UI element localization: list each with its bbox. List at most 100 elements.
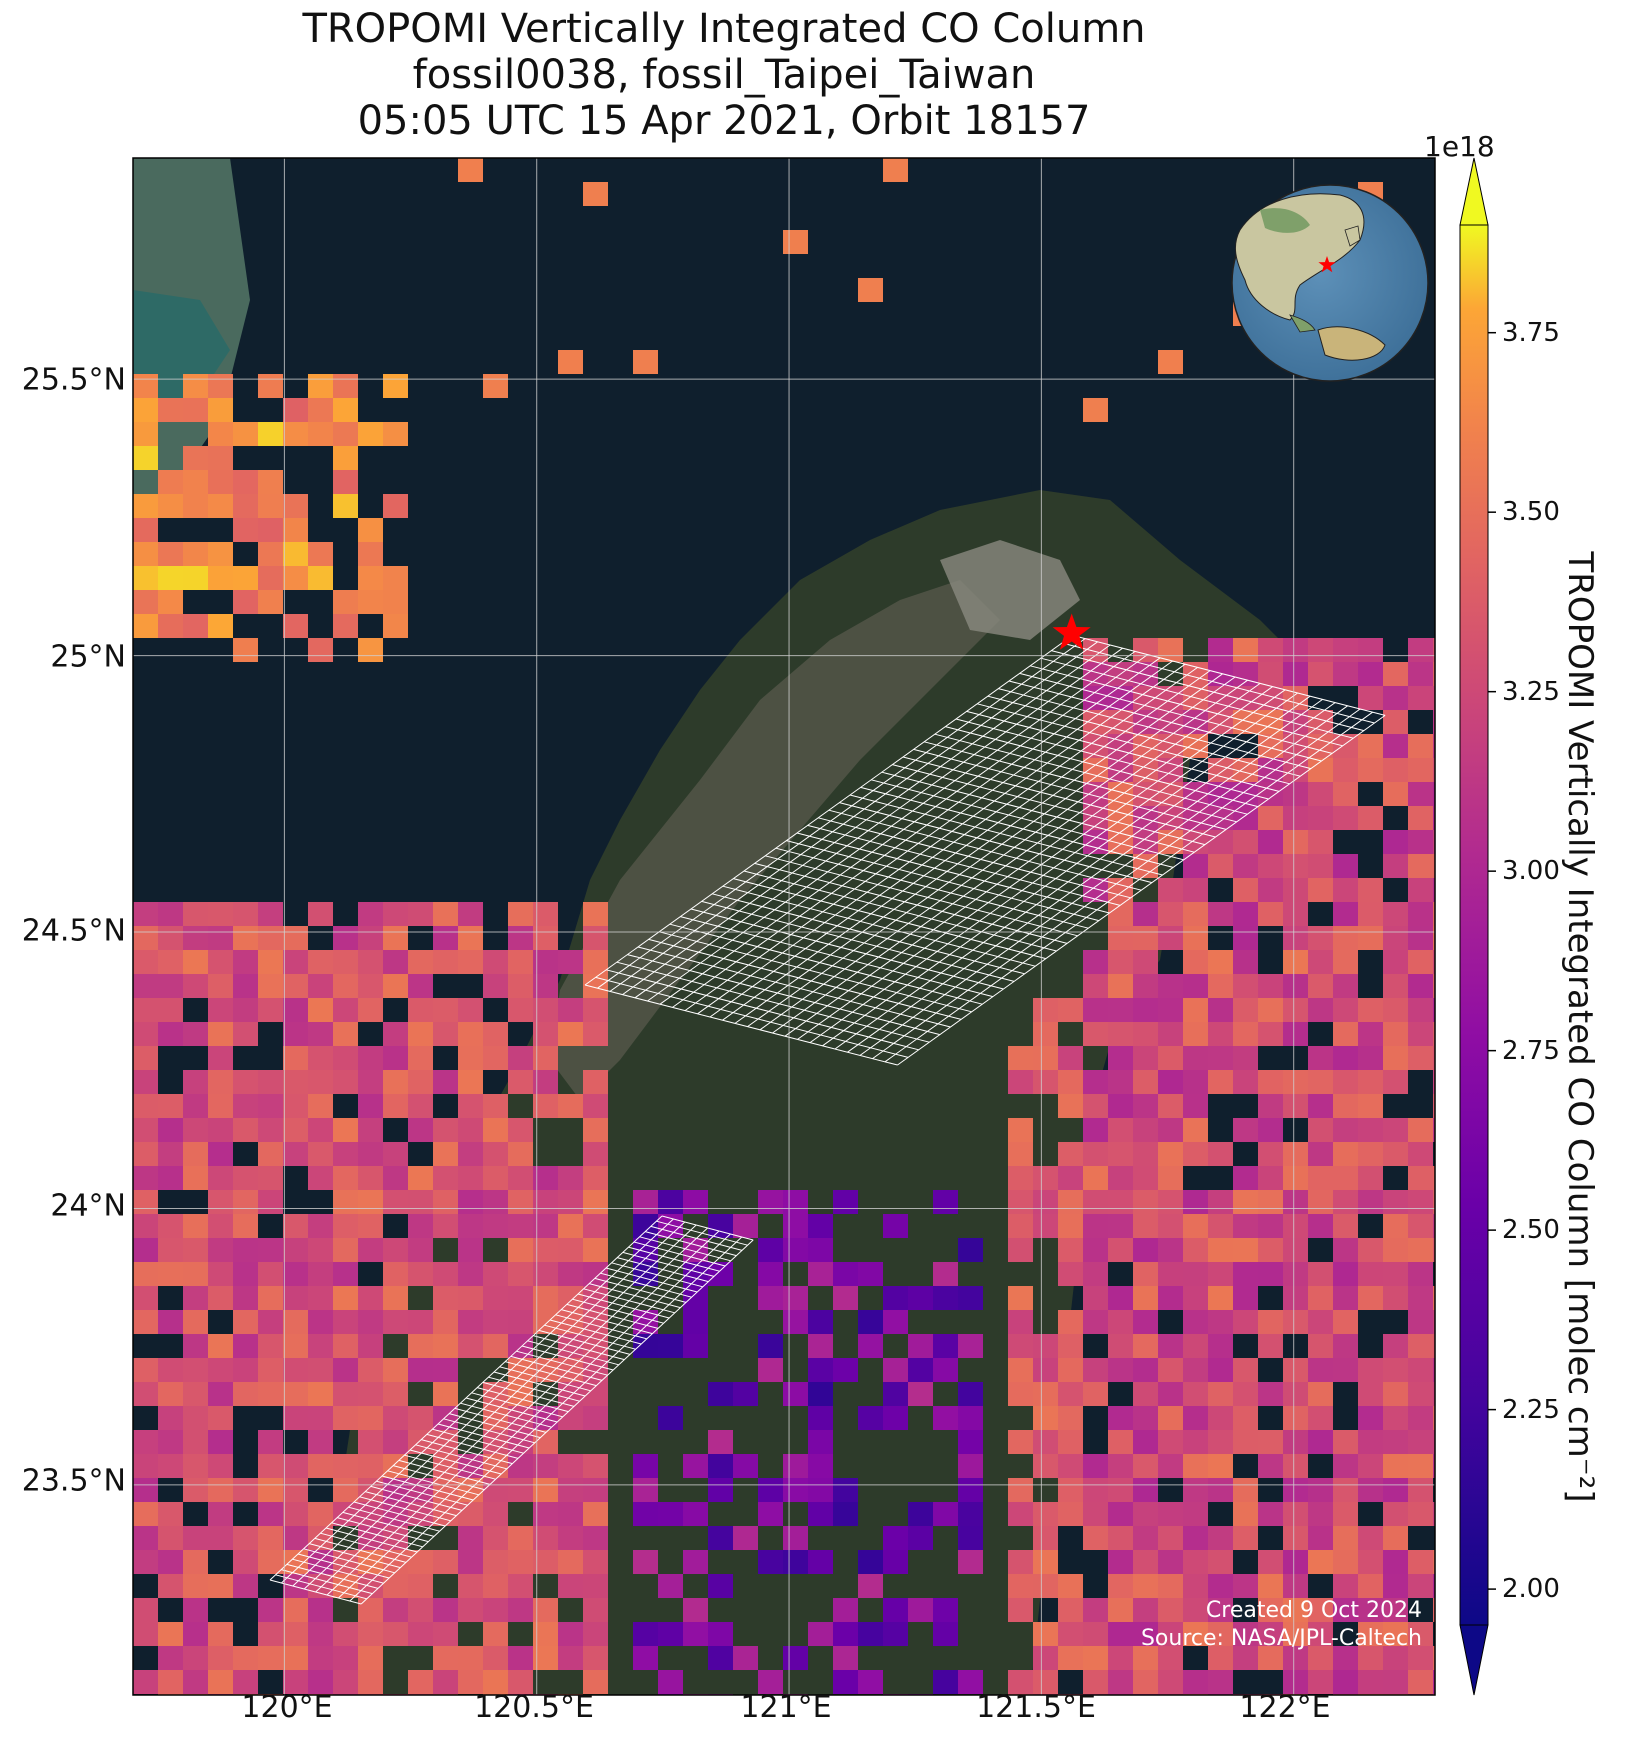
colorbar-tick-label: 2.25 — [1502, 1394, 1560, 1425]
co-pixel — [308, 1286, 333, 1310]
co-pixel — [258, 422, 283, 446]
co-pixel — [358, 1670, 383, 1694]
co-pixel — [683, 1454, 708, 1478]
co-pixel — [933, 1502, 958, 1526]
co-pixel — [358, 1430, 383, 1454]
co-pixel — [1283, 1262, 1308, 1286]
co-pixel — [808, 1406, 833, 1430]
co-pixel — [133, 590, 158, 614]
co-pixel — [758, 1502, 783, 1526]
co-pixel — [1358, 1262, 1383, 1286]
co-pixel — [208, 974, 233, 998]
co-pixel — [1108, 1310, 1133, 1334]
co-pixel — [1308, 1142, 1333, 1166]
co-pixel — [1133, 1478, 1158, 1502]
co-pixel — [258, 1142, 283, 1166]
co-pixel — [333, 1670, 358, 1694]
co-pixel — [258, 1550, 283, 1574]
co-pixel — [258, 950, 283, 974]
co-pixel — [883, 1526, 908, 1550]
co-pixel — [1083, 1142, 1108, 1166]
co-pixel — [583, 950, 608, 974]
co-pixel — [708, 1262, 733, 1286]
co-pixel — [1183, 1670, 1208, 1694]
co-pixel — [1158, 1190, 1183, 1214]
co-pixel — [258, 1358, 283, 1382]
co-pixel — [958, 1382, 983, 1406]
co-pixel — [1408, 1166, 1433, 1190]
colorbar-tick-label: 3.75 — [1502, 317, 1560, 348]
co-pixel — [1358, 1430, 1383, 1454]
co-pixel — [1208, 1646, 1233, 1670]
co-pixel — [283, 1670, 308, 1694]
co-pixel — [333, 1310, 358, 1334]
co-pixel — [1158, 1574, 1183, 1598]
co-pixel — [383, 1046, 408, 1070]
created-date-credit: Created 9 Oct 2024 — [1205, 1598, 1422, 1623]
co-pixel — [783, 1286, 808, 1310]
co-pixel — [808, 1478, 833, 1502]
co-pixel — [1233, 1478, 1258, 1502]
co-pixel — [1158, 1166, 1183, 1190]
co-pixel — [1358, 998, 1383, 1022]
co-pixel — [483, 374, 508, 398]
co-pixel — [1008, 1286, 1033, 1310]
co-pixel — [183, 1406, 208, 1430]
co-pixel — [1433, 1214, 1435, 1238]
co-pixel — [1033, 1622, 1058, 1646]
co-pixel — [683, 1286, 708, 1310]
co-pixel — [483, 1574, 508, 1598]
co-pixel — [1208, 1046, 1233, 1070]
co-pixel — [408, 1214, 433, 1238]
co-pixel — [133, 1310, 158, 1334]
co-pixel — [1233, 830, 1258, 854]
co-pixel — [1183, 1334, 1208, 1358]
co-pixel — [1083, 1118, 1108, 1142]
co-pixel — [158, 926, 183, 950]
co-pixel — [308, 398, 333, 422]
co-pixel — [308, 1166, 333, 1190]
co-pixel — [1208, 1238, 1233, 1262]
co-pixel — [1358, 878, 1383, 902]
co-pixel — [808, 1622, 833, 1646]
taipei-urban-area — [940, 540, 1080, 640]
co-pixel — [1383, 1478, 1408, 1502]
co-pixel — [583, 1094, 608, 1118]
co-pixel — [1433, 854, 1435, 878]
co-pixel — [1408, 806, 1433, 830]
co-pixel — [1133, 1646, 1158, 1670]
co-pixel — [133, 998, 158, 1022]
co-pixel — [258, 1094, 283, 1118]
co-pixel — [333, 614, 358, 638]
co-pixel — [883, 158, 908, 182]
co-pixel — [1133, 1190, 1158, 1214]
co-pixel — [358, 518, 383, 542]
co-pixel — [758, 1334, 783, 1358]
co-pixel — [408, 1022, 433, 1046]
co-pixel — [1158, 1430, 1183, 1454]
co-pixel — [358, 1334, 383, 1358]
co-pixel — [1408, 1670, 1433, 1694]
co-pixel — [208, 1694, 233, 1695]
co-pixel — [708, 1454, 733, 1478]
co-pixel — [1158, 878, 1183, 902]
co-pixel — [433, 1598, 458, 1622]
co-pixel — [633, 1190, 658, 1214]
co-pixel — [283, 1118, 308, 1142]
co-pixel — [358, 1190, 383, 1214]
co-pixel — [1408, 1574, 1433, 1598]
co-pixel — [1158, 1382, 1183, 1406]
co-pixel — [1333, 902, 1358, 926]
co-pixel — [1233, 1358, 1258, 1382]
co-pixel — [458, 1190, 483, 1214]
co-pixel — [458, 1598, 483, 1622]
co-pixel — [1258, 638, 1283, 662]
co-pixel — [358, 1310, 383, 1334]
co-pixel — [1408, 1118, 1433, 1142]
co-pixel — [1433, 1502, 1435, 1526]
co-pixel — [1258, 1430, 1283, 1454]
co-pixel — [1083, 1670, 1108, 1694]
co-pixel — [508, 926, 533, 950]
co-pixel — [333, 1022, 358, 1046]
co-pixel — [308, 1022, 333, 1046]
